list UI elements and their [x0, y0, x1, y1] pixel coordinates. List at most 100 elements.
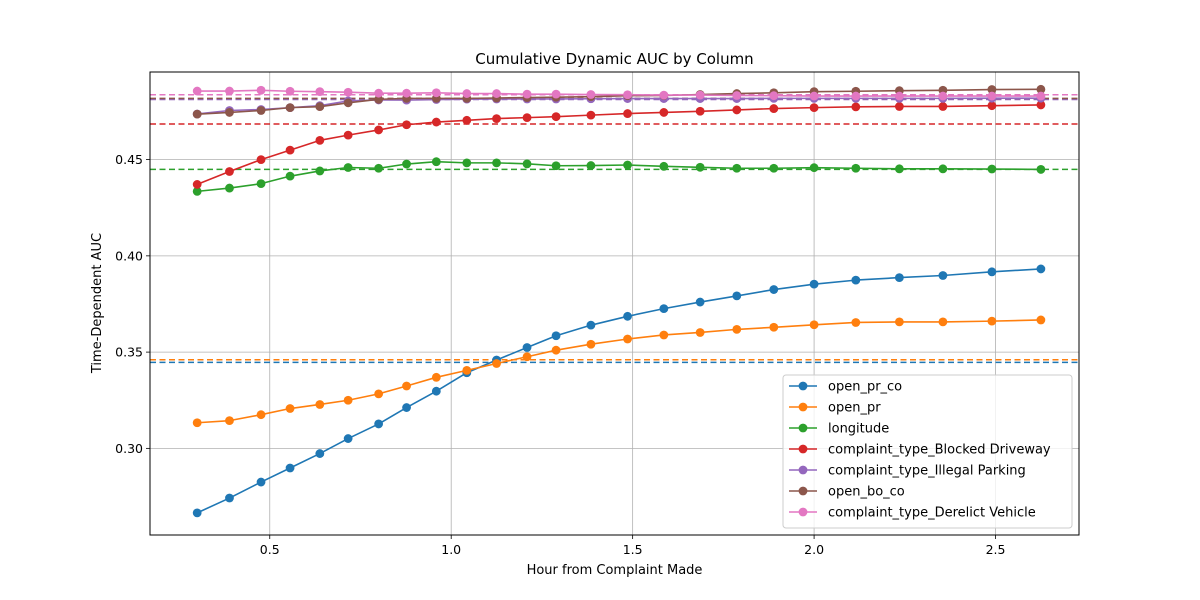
data-point	[402, 403, 411, 412]
data-point	[894, 164, 904, 174]
legend-marker	[798, 465, 808, 475]
data-point	[462, 365, 472, 375]
plot-area-frame	[149, 71, 1080, 536]
data-point	[769, 163, 779, 173]
data-point	[695, 328, 705, 337]
data-point	[809, 163, 819, 173]
data-point	[659, 161, 669, 171]
data-point	[315, 87, 325, 97]
data-point	[431, 88, 441, 98]
data-point	[522, 159, 532, 169]
data-point	[623, 160, 632, 170]
data-point	[987, 85, 997, 94]
data-point	[551, 112, 561, 122]
data-point	[851, 91, 861, 101]
data-point	[343, 395, 353, 405]
legend-item: open_bo_co	[789, 485, 905, 500]
y-tick-label: 0.40	[115, 248, 143, 263]
data-point	[285, 404, 295, 413]
data-point	[431, 117, 441, 127]
data-point	[492, 114, 501, 123]
data-point	[192, 180, 202, 189]
y-tick-label: 0.35	[115, 345, 143, 360]
data-point	[987, 267, 997, 277]
data-point	[343, 98, 353, 108]
data-point	[551, 89, 561, 99]
legend: open_pr_co open_pr longitude complaint_type…	[782, 374, 1073, 529]
data-point	[462, 115, 472, 125]
data-point	[225, 493, 234, 503]
data-point	[1036, 315, 1046, 325]
data-point	[315, 166, 325, 176]
data-point	[1036, 91, 1046, 101]
data-point	[374, 125, 384, 135]
data-point	[343, 163, 353, 172]
data-point	[938, 317, 948, 327]
data-point	[586, 110, 596, 120]
data-point	[586, 90, 596, 99]
data-point	[374, 419, 384, 429]
data-point	[374, 88, 384, 98]
legend-item: complaint_type_Derelict Vehicle	[789, 506, 1036, 521]
data-point	[402, 88, 411, 98]
data-point	[695, 106, 705, 116]
data-point	[462, 158, 472, 168]
y-tick-label: 0.30	[115, 441, 143, 456]
legend-label: open_bo_co	[828, 485, 905, 500]
series-group	[192, 264, 1046, 518]
x-axis-label: Hour from Complaint Made	[527, 563, 703, 578]
data-point	[192, 418, 202, 428]
data-point	[402, 120, 411, 130]
data-point	[695, 297, 705, 307]
data-point	[623, 334, 632, 344]
series-group	[192, 315, 1046, 428]
data-point	[809, 91, 819, 101]
data-point	[256, 106, 266, 115]
data-point	[225, 416, 234, 426]
legend-marker	[798, 381, 808, 391]
data-point	[732, 91, 742, 100]
data-point	[809, 103, 819, 113]
data-point	[192, 86, 202, 96]
legend-label: open_pr_co	[828, 380, 902, 395]
legend-label: complaint_type_Illegal Parking	[828, 464, 1026, 479]
data-point	[522, 352, 532, 362]
data-point	[192, 109, 202, 119]
data-point	[343, 434, 353, 443]
legend-marker	[798, 444, 808, 454]
data-point	[987, 91, 997, 101]
data-point	[851, 163, 861, 173]
legend-item: complaint_type_Blocked Driveway	[789, 443, 1051, 458]
data-point	[192, 508, 202, 518]
data-point	[1036, 165, 1046, 174]
data-point	[659, 108, 669, 117]
data-point	[256, 85, 266, 95]
data-point	[492, 359, 501, 368]
data-point	[285, 145, 295, 155]
x-tick-label: 1.0	[441, 542, 461, 557]
data-point	[695, 162, 705, 172]
x-tick-label: 2.0	[804, 542, 824, 557]
chart-title: Cumulative Dynamic AUC by Column	[475, 50, 753, 68]
data-point	[851, 275, 861, 285]
y-axis-label: Time-Dependent AUC	[90, 233, 105, 374]
data-point	[695, 90, 705, 100]
legend-label: open_pr	[828, 401, 881, 416]
data-point	[623, 109, 632, 118]
data-point	[462, 89, 472, 98]
legend-label: complaint_type_Derelict Vehicle	[828, 506, 1036, 521]
data-point	[659, 304, 669, 314]
data-point	[769, 322, 779, 332]
legend-item: open_pr_co	[789, 380, 902, 395]
data-point	[938, 91, 948, 101]
data-point	[851, 318, 861, 327]
data-point	[374, 94, 384, 104]
data-point	[225, 108, 234, 117]
legend-item: longitude	[789, 422, 889, 437]
data-point	[374, 163, 384, 173]
data-point	[522, 113, 532, 123]
data-point	[522, 89, 532, 99]
data-point	[192, 186, 202, 196]
data-point	[732, 105, 742, 115]
